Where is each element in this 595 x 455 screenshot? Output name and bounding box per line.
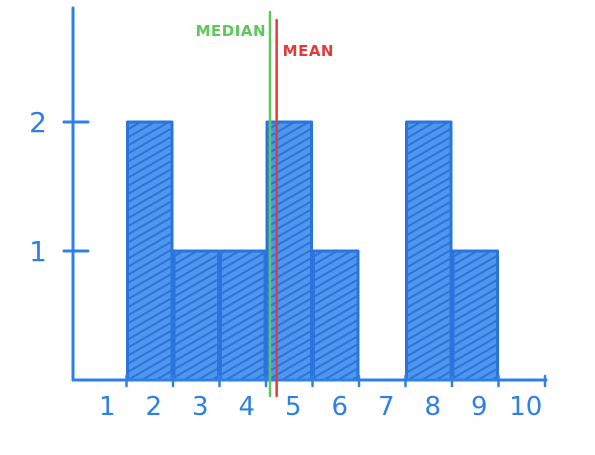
y-tick-label-2: 2: [29, 106, 47, 139]
bar-8: [405, 120, 453, 382]
y-ticks-layer: 12: [29, 106, 90, 268]
x-tick-label-9: 9: [471, 392, 488, 422]
x-tick-label-7: 7: [378, 392, 395, 422]
bar-3: [172, 249, 220, 382]
x-tick-label-6: 6: [331, 392, 348, 422]
x-tick-label-8: 8: [424, 392, 441, 422]
x-tick-label-1: 1: [99, 392, 116, 422]
axes-layer: [71, 6, 548, 382]
x-tick-label-5: 5: [285, 392, 302, 422]
bar-4: [219, 249, 267, 382]
annotations-layer: MEDIAN MEAN: [196, 10, 334, 398]
x-ticks-layer: 1 2 3 4 5 6 7 8 9 10: [99, 374, 547, 422]
bar-5: [265, 120, 313, 382]
bars-layer: [126, 120, 499, 382]
y-tick-label-1: 1: [29, 235, 47, 268]
x-tick-label-3: 3: [192, 392, 209, 422]
x-tick-label-10: 10: [509, 392, 542, 422]
x-tick-label-4: 4: [238, 392, 255, 422]
bar-2: [126, 120, 174, 382]
bar-6: [312, 249, 360, 382]
mean-label: MEAN: [283, 42, 334, 60]
x-tick-label-2: 2: [145, 392, 162, 422]
median-label: MEDIAN: [196, 22, 266, 40]
bar-9: [451, 249, 499, 382]
